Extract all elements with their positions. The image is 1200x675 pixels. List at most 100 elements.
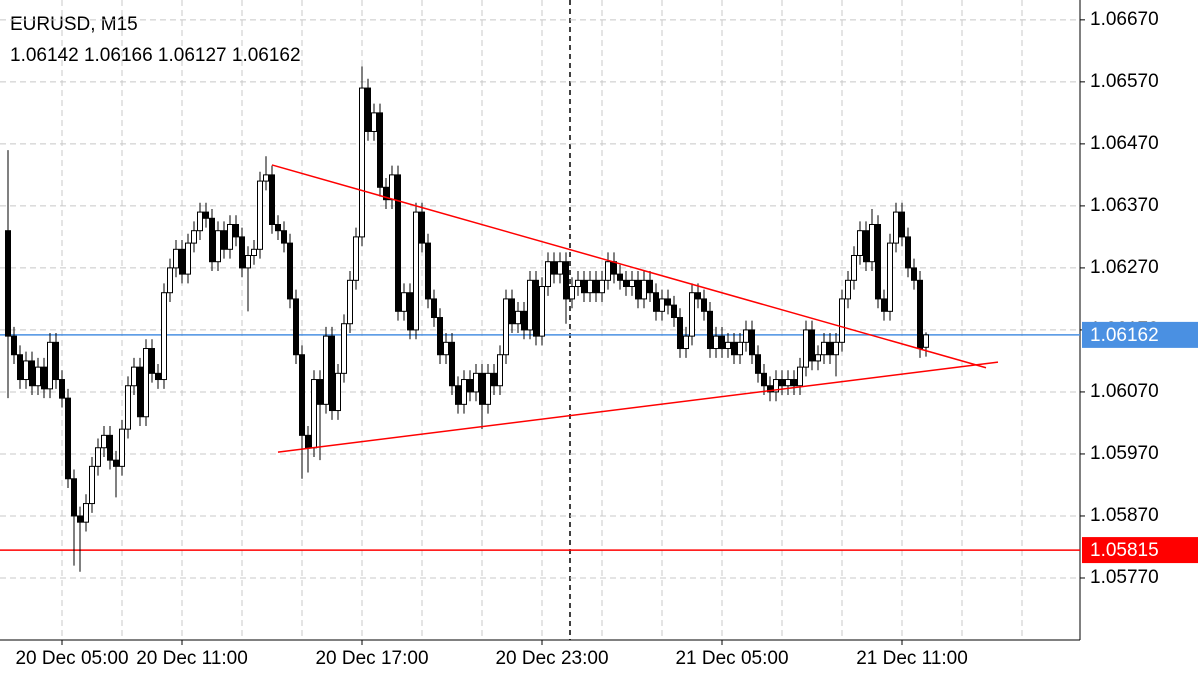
candle-body — [299, 354, 305, 436]
candle-body — [521, 310, 527, 331]
candle-body — [707, 310, 713, 350]
candle-body — [779, 379, 785, 387]
candle-body — [773, 379, 779, 393]
candle-body — [587, 279, 593, 294]
candle-body — [77, 515, 83, 523]
trend-line — [277, 361, 999, 453]
candle-body — [89, 465, 95, 505]
candle-body — [353, 236, 359, 281]
candle-body — [419, 211, 425, 244]
y-tick-label: 1.05870 — [1090, 505, 1159, 526]
x-tick-label: 20 Dec 17:00 — [315, 648, 428, 669]
candle-body — [95, 447, 101, 467]
candle-body — [377, 112, 383, 188]
candle-body — [347, 279, 353, 325]
candle-body — [233, 223, 239, 238]
candle-body — [833, 341, 839, 356]
candle-body — [719, 335, 725, 350]
candle-body — [875, 223, 881, 300]
candle-body — [683, 335, 689, 350]
candle-body — [629, 279, 635, 288]
candle-body — [431, 298, 437, 319]
candle-body — [761, 372, 767, 387]
x-tick-label: 21 Dec 11:00 — [856, 648, 968, 669]
candle-body — [467, 379, 473, 393]
y-tick-label: 1.05970 — [1090, 443, 1159, 464]
candle-body — [839, 298, 845, 343]
candle-body — [83, 503, 89, 523]
chart-title: EURUSD, M15 — [10, 14, 138, 35]
candle-body — [845, 279, 851, 300]
candle-body — [887, 242, 893, 312]
candle-body — [5, 230, 11, 337]
level-label: 1.05815 — [1090, 540, 1159, 561]
candle-body — [71, 478, 77, 517]
candle-body — [281, 230, 287, 244]
candle-body — [329, 335, 335, 412]
candle-body — [401, 292, 407, 312]
candle-body — [149, 348, 155, 374]
candle-body — [455, 385, 461, 405]
candle-body — [29, 360, 35, 387]
candle-body — [581, 279, 587, 294]
x-tick-label: 20 Dec 05:00 — [15, 648, 128, 669]
candle-body — [545, 261, 551, 288]
candle-body — [791, 379, 797, 387]
candle-body — [437, 317, 443, 356]
candle-body — [35, 366, 41, 387]
candle-body — [473, 372, 479, 393]
candle-body — [815, 354, 821, 362]
candle-body — [263, 174, 269, 182]
candle-body — [803, 329, 809, 368]
candle-body — [323, 335, 329, 405]
candle-body — [497, 354, 503, 387]
candle-body — [665, 298, 671, 306]
candle-body — [647, 279, 653, 294]
candle-body — [851, 255, 857, 281]
candle-body — [47, 341, 53, 390]
candle-body — [563, 261, 569, 300]
candle-body — [479, 372, 485, 405]
candle-body — [491, 372, 497, 387]
x-tick-label: 20 Dec 11:00 — [136, 648, 248, 669]
candle-body — [23, 360, 29, 381]
candle-body — [731, 341, 737, 356]
candle-body — [101, 434, 107, 449]
candle-body — [167, 267, 173, 294]
candle-body — [575, 279, 581, 288]
candle-body — [179, 248, 185, 275]
candle-body — [209, 217, 215, 263]
candle-body — [407, 292, 413, 331]
candle-body — [743, 329, 749, 343]
candle-body — [509, 298, 515, 325]
candle-body — [677, 317, 683, 350]
candle-body — [395, 174, 401, 312]
candle-body — [737, 341, 743, 356]
candle-body — [539, 286, 545, 337]
candle-body — [341, 323, 347, 374]
candle-body — [251, 248, 257, 257]
candle-body — [593, 279, 599, 294]
candle-body — [413, 211, 419, 331]
candle-body — [131, 366, 137, 387]
candle-body — [257, 180, 263, 250]
candle-body — [659, 298, 665, 312]
y-tick-label: 1.06470 — [1090, 133, 1159, 154]
candle-body — [293, 298, 299, 356]
candle-body — [137, 366, 143, 418]
candle-body — [635, 279, 641, 300]
candle-body — [485, 372, 491, 405]
candle-body — [461, 379, 467, 405]
candle-body — [269, 174, 275, 225]
y-tick-label: 1.06370 — [1090, 195, 1159, 216]
candle-body — [185, 242, 191, 275]
candle-body — [143, 348, 149, 418]
candle-body — [113, 459, 119, 467]
candle-body — [893, 211, 899, 244]
candle-body — [125, 385, 131, 430]
candle-body — [821, 341, 827, 356]
candle-body — [623, 279, 629, 288]
candle-body — [173, 248, 179, 269]
candle-body — [383, 186, 389, 201]
